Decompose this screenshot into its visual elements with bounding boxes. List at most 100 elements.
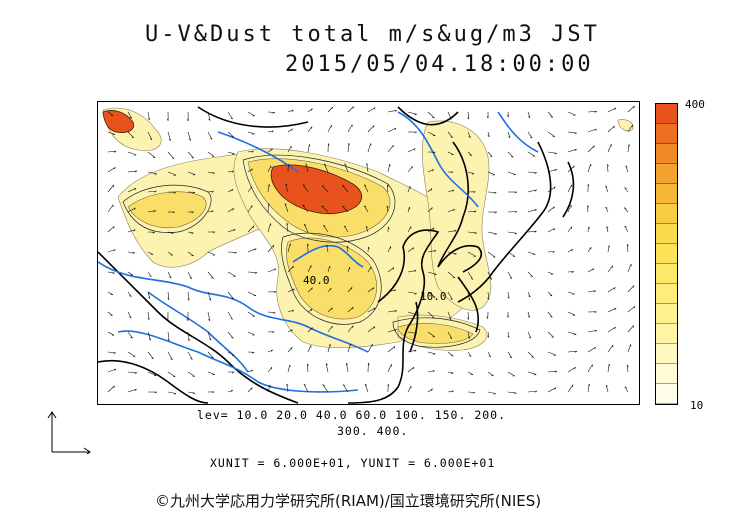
map-canvas: 40.0 10.0 (98, 105, 636, 404)
wind-vector (147, 351, 154, 360)
wind-vectors (107, 105, 636, 395)
wind-vector-head (633, 306, 636, 309)
wind-vector (606, 226, 609, 233)
wind-vector (167, 331, 170, 341)
wind-vector-head (529, 136, 533, 139)
wind-vector-head (449, 117, 452, 120)
wind-vector-head (154, 391, 157, 394)
wind-vector-head (394, 310, 397, 313)
wind-vector-head (342, 205, 345, 208)
wind-vector-head (469, 355, 472, 357)
wind-vector-head (366, 163, 369, 166)
wind-vector-head (554, 370, 558, 373)
wind-vector (247, 248, 257, 253)
wind-vector-head (527, 315, 530, 318)
wind-vector-head (554, 169, 557, 172)
wind-vector (567, 226, 573, 233)
wind-vector (127, 271, 133, 276)
wind-vector (607, 307, 617, 313)
wind-vector (327, 124, 332, 133)
color-scale-segment (656, 304, 677, 324)
wind-vector-head (113, 352, 116, 354)
wind-vector-head (509, 356, 512, 359)
wind-vector-head (373, 307, 376, 310)
wind-vector-head (624, 207, 627, 209)
wind-vector-head (412, 247, 414, 250)
wind-vector (567, 291, 575, 295)
wind-vector-head (211, 190, 214, 193)
wind-vector-head (489, 278, 492, 280)
reference-vector-icon (47, 411, 91, 454)
wind-vector (627, 144, 630, 153)
wind-vector (247, 311, 255, 317)
wind-vector-head (434, 274, 437, 276)
wind-vector (107, 184, 114, 193)
wind-vector-head (608, 363, 611, 367)
wind-vector (527, 390, 537, 393)
wind-vector-head (268, 184, 271, 187)
wind-vector (207, 331, 212, 341)
wind-vector (607, 287, 616, 293)
wind-vector (107, 167, 116, 173)
wind-vector (407, 270, 417, 273)
wind-vector-head (593, 145, 595, 148)
wind-vector (624, 187, 629, 193)
wind-vector (467, 251, 477, 257)
wind-vector-head (134, 170, 138, 173)
wind-vector (627, 105, 635, 113)
wind-vector-head (251, 369, 253, 372)
wind-vector-head (373, 107, 376, 110)
wind-vector-head (449, 337, 453, 339)
wind-vector (247, 387, 253, 393)
wind-vector (627, 344, 631, 353)
wind-vector (207, 171, 215, 174)
color-scale-segment (656, 284, 677, 304)
wind-vector-head (494, 233, 497, 235)
wind-vector-head (433, 353, 436, 355)
wind-vector-head (173, 393, 177, 395)
wind-vector-head (506, 115, 509, 118)
wind-vector (364, 383, 369, 393)
wind-vector (167, 391, 177, 394)
wind-vector-head (344, 225, 347, 228)
wind-vector-head (453, 208, 455, 212)
wind-vector (147, 131, 153, 140)
wind-vector-head (608, 245, 611, 248)
wind-vector-head (550, 316, 553, 318)
wind-vector (507, 271, 513, 279)
wind-vector (287, 109, 294, 113)
wind-vector-head (271, 349, 273, 352)
wind-vector (346, 363, 349, 373)
wind-vector (567, 366, 576, 373)
wind-vector (343, 225, 349, 233)
wind-vector-head (487, 135, 490, 138)
wind-vector-head (473, 191, 476, 194)
wind-vector-head (414, 131, 417, 134)
wind-vector-head (231, 136, 234, 138)
wind-vector-head (230, 318, 233, 320)
wind-vector-head (624, 386, 627, 389)
wind-vector-head (131, 136, 134, 138)
wind-vector-head (549, 295, 553, 297)
wind-vector-head (252, 133, 255, 135)
wind-vector (547, 370, 557, 373)
wind-vector-head (414, 293, 417, 295)
wind-vector (567, 148, 577, 153)
wind-vector (247, 111, 255, 117)
wind-vector (327, 287, 332, 293)
wind-vector (287, 243, 291, 253)
wind-vector (247, 168, 253, 173)
wind-vector-head (534, 172, 537, 174)
wind-vector-head (132, 252, 135, 254)
wind-vector (567, 350, 577, 353)
wind-vector-head (270, 223, 272, 226)
wind-vector-head (432, 317, 435, 319)
wind-vector-head (386, 205, 389, 208)
wind-vector (547, 271, 554, 275)
wind-vector (347, 124, 353, 133)
wind-vector-head (430, 188, 432, 191)
wind-vector (587, 330, 597, 333)
wind-vector (227, 151, 235, 155)
wind-vector (207, 351, 214, 359)
wind-vector-head (211, 357, 214, 359)
